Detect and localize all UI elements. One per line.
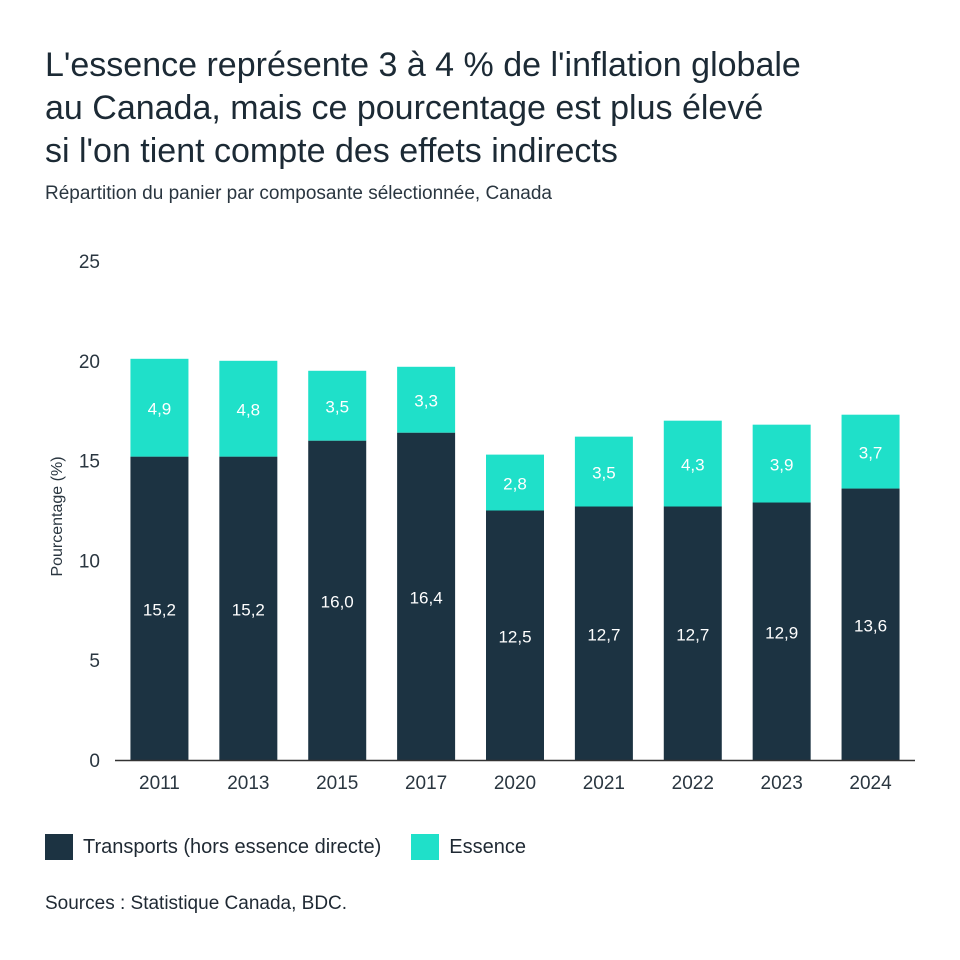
y-tick-label: 15 <box>79 452 100 473</box>
y-tick-label: 20 <box>79 352 100 373</box>
bar-essence <box>219 360 278 457</box>
x-tick-label: 2011 <box>139 773 180 794</box>
chart-title: L'essence représente 3 à 4 % de l'inflat… <box>45 44 925 173</box>
bar-essence <box>663 420 722 507</box>
y-tick-label: 10 <box>79 551 100 572</box>
legend-swatch-transports <box>45 834 73 860</box>
x-tick-label: 2015 <box>316 773 358 794</box>
legend-label-transports: Transports (hors essence directe) <box>83 835 382 858</box>
data-label-transports: 12,5 <box>498 627 531 646</box>
bar-essence <box>752 424 811 503</box>
y-tick-label: 0 <box>89 751 100 772</box>
bar-essence <box>841 414 900 489</box>
data-label-transports: 15,2 <box>232 600 265 619</box>
bar-transports <box>308 440 367 760</box>
source-note: Sources : Statistique Canada, BDC. <box>45 893 348 914</box>
legend-item-essence: Essence <box>411 834 526 860</box>
bar-transports <box>841 488 900 760</box>
data-label-essence: 3,9 <box>770 456 794 475</box>
chart-subtitle: Répartition du panier par composante sél… <box>45 183 552 204</box>
y-tick-label: 5 <box>89 651 100 672</box>
legend-swatch-essence <box>411 834 440 860</box>
data-label-essence: 2,8 <box>503 475 527 494</box>
y-tick-label: 25 <box>79 252 100 273</box>
bar-transports <box>574 506 633 760</box>
bar-transports <box>397 432 456 760</box>
data-label-transports: 15,2 <box>143 600 176 619</box>
legend-label-essence: Essence <box>449 835 526 858</box>
data-label-essence: 3,3 <box>414 392 438 411</box>
bar-transports <box>663 506 722 760</box>
bar-essence <box>397 366 456 433</box>
bar-transports <box>219 456 278 760</box>
bar-transports <box>752 502 811 760</box>
data-label-essence: 4,8 <box>237 401 261 420</box>
x-tick-label: 2017 <box>405 773 447 794</box>
x-tick-label: 2024 <box>849 773 892 794</box>
y-axis-label: Pourcentage (%) <box>49 456 66 576</box>
x-tick-label: 2023 <box>761 773 803 794</box>
data-label-transports: 12,7 <box>587 625 620 644</box>
x-tick-label: 2021 <box>583 773 625 794</box>
data-label-transports: 12,9 <box>765 623 798 642</box>
x-tick-label: 2020 <box>494 773 536 794</box>
data-label-essence: 3,7 <box>859 444 883 463</box>
data-label-transports: 13,6 <box>854 616 887 635</box>
legend: Transports (hors essence directe) Essenc… <box>45 834 556 860</box>
data-label-essence: 3,5 <box>325 398 349 417</box>
data-label-essence: 4,3 <box>681 456 705 475</box>
data-label-essence: 4,9 <box>148 400 172 419</box>
data-label-essence: 3,5 <box>592 464 616 483</box>
bar-transports <box>486 510 544 760</box>
data-label-transports: 16,4 <box>410 588 443 607</box>
x-tick-label: 2013 <box>227 773 269 794</box>
bar-essence <box>486 454 544 511</box>
bar-essence <box>130 358 189 457</box>
title-line: L'essence représente 3 à 4 % de l'inflat… <box>45 46 801 84</box>
data-label-transports: 12,7 <box>676 625 709 644</box>
title-line: au Canada, mais ce pourcentage est plus … <box>45 89 764 127</box>
legend-item-transports: Transports (hors essence directe) <box>45 834 381 860</box>
bar-essence <box>308 370 367 441</box>
bar-essence <box>574 436 633 507</box>
data-label-transports: 16,0 <box>321 592 354 611</box>
x-tick-label: 2022 <box>672 773 714 794</box>
bar-transports <box>130 456 189 760</box>
title-line: si l'on tient compte des effets indirect… <box>45 132 618 170</box>
